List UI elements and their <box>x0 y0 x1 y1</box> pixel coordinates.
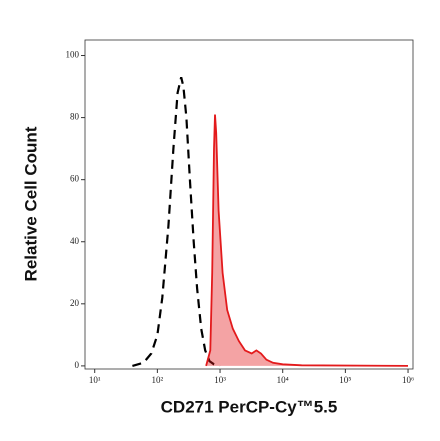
y-tick-label: 100 <box>66 50 80 60</box>
plot-frame <box>84 39 414 370</box>
x-tick-label: 10⁵ <box>339 375 351 385</box>
y-tick-label: 80 <box>70 112 80 122</box>
line <box>205 114 409 367</box>
x-tick-label: 10¹ <box>89 375 101 385</box>
area <box>206 114 408 366</box>
y-tick-label: 60 <box>70 174 80 184</box>
x-tick-label: 10⁶ <box>402 375 414 385</box>
line <box>132 76 221 367</box>
y-tick-label: 20 <box>70 298 80 308</box>
y-axis-label: Relative Cell Count <box>21 126 40 281</box>
x-tick-label: 10³ <box>214 375 226 385</box>
y-tick-label: 40 <box>70 236 80 246</box>
x-tick-label: 10⁴ <box>277 375 289 385</box>
x-axis-label: CD271 PerCP-Cy™5.5 <box>161 397 338 416</box>
x-tick-label: 10² <box>152 375 164 385</box>
y-tick-label: 0 <box>75 360 80 370</box>
